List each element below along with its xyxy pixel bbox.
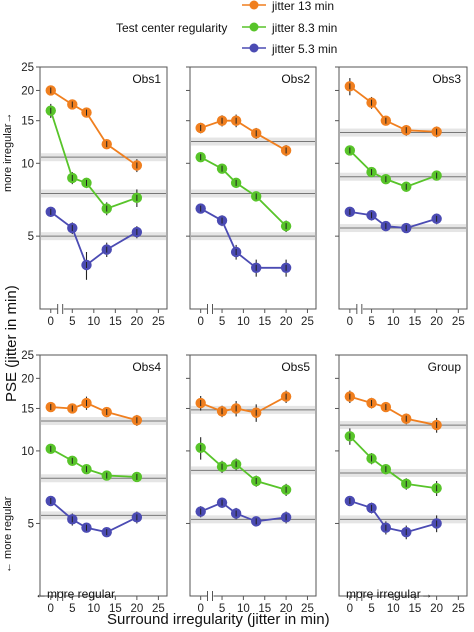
series-line-1 <box>349 435 437 490</box>
x-tick-label: 10 <box>237 316 250 328</box>
panel-title: Obs2 <box>281 72 310 86</box>
y-tick-label: 20 <box>21 85 34 97</box>
legend-marker-0 <box>249 0 259 10</box>
panel-obs4: Obs4 0 5 10 15 20 25 5 10 15 20 25 <box>21 350 168 615</box>
x-tick-label: 10 <box>237 603 250 615</box>
y-top-annotation: more irregular→ <box>2 112 14 192</box>
x-tick-label: 20 <box>280 603 293 615</box>
panel-frame <box>338 66 468 310</box>
x-tick-label: 20 <box>430 603 443 615</box>
series-line-0 <box>200 119 287 152</box>
x-tick-label: 5 <box>69 316 75 328</box>
legend-label-jitter-8-3: jitter 8.3 min <box>272 21 338 35</box>
legend-label-jitter-13: jitter 13 min <box>272 0 335 13</box>
x-tick-label: 5 <box>69 603 75 615</box>
legend-header: Test center regularity <box>116 21 228 35</box>
x-tick-label: 10 <box>87 316 100 328</box>
x-tick-label: 20 <box>130 316 143 328</box>
x-tick-label: 15 <box>258 603 271 615</box>
x-tick-label: 10 <box>387 316 400 328</box>
x-tick-label: 15 <box>258 316 271 328</box>
panel-group: Group 0 5 10 15 20 25 <box>335 354 468 615</box>
x-tick-label: 25 <box>301 316 314 328</box>
panel-title: Obs5 <box>281 360 310 374</box>
x-tick-label: 5 <box>368 603 374 615</box>
x-tick-label: 5 <box>219 316 225 328</box>
x-tick-label: 0 <box>197 603 203 615</box>
panel-frame <box>338 354 468 597</box>
panel-obs5: Obs5 0 5 10 15 20 25 <box>186 354 317 615</box>
y-tick-label: 5 <box>28 231 34 243</box>
axis-break-gap <box>356 305 363 313</box>
panel-title: Obs4 <box>132 360 161 374</box>
axis-break-gap <box>57 592 64 600</box>
panel-obs3: Obs3 0 5 10 15 20 25 <box>335 66 468 328</box>
x-tick-label: 0 <box>48 603 54 615</box>
axis-break-gap <box>57 305 64 313</box>
x-tick-label: 25 <box>301 603 314 615</box>
x-tick-label: 0 <box>347 316 353 328</box>
series-line-0 <box>349 395 437 426</box>
panel-obs2: Obs2 0 5 10 15 20 25 <box>186 66 317 328</box>
x-tick-label: 15 <box>109 603 122 615</box>
x-tick-label: 0 <box>48 316 54 328</box>
x-tick-label: 5 <box>219 603 225 615</box>
y-tick-label: 10 <box>21 158 34 170</box>
y-axis-label: PSE (jitter in min) <box>3 285 20 402</box>
x-tick-label: 20 <box>280 316 293 328</box>
series-line-1 <box>349 149 437 188</box>
x-tick-label: 15 <box>109 316 122 328</box>
axis-break-gap <box>356 592 363 600</box>
x-tick-label: 25 <box>452 603 465 615</box>
panel-frame <box>189 354 317 597</box>
y-tick-label: 25 <box>21 350 34 362</box>
panel-frame <box>189 66 317 310</box>
x-tick-label: 25 <box>452 316 465 328</box>
x-tick-label: 20 <box>430 316 443 328</box>
panel-title: Obs1 <box>132 72 161 86</box>
y-tick-label: 15 <box>21 116 34 128</box>
legend-marker-2 <box>249 43 259 53</box>
panel-title: Group <box>428 360 462 374</box>
y-tick-label: 10 <box>21 446 34 458</box>
x-tick-label: 25 <box>152 603 165 615</box>
axis-break-gap <box>207 305 214 313</box>
x-left-annotation: ←more regular <box>35 587 116 601</box>
x-tick-label: 10 <box>387 603 400 615</box>
x-axis-label: Surround irregularity (jitter in min) <box>107 611 330 628</box>
x-tick-label: 15 <box>409 316 422 328</box>
y-tick-label: 5 <box>28 518 34 530</box>
x-right-annotation: more irregular→ <box>346 587 433 601</box>
x-tick-label: 0 <box>197 316 203 328</box>
panel-title: Obs3 <box>432 72 461 86</box>
panel-frame <box>39 354 168 597</box>
panel-obs1: Obs1 0 5 10 15 20 25 5 10 15 20 25 <box>21 62 168 328</box>
y-tick-label: 20 <box>21 373 34 385</box>
series-line-1 <box>50 448 137 478</box>
panel-frame <box>39 66 168 310</box>
legend-label-jitter-5-3: jitter 5.3 min <box>272 42 338 56</box>
x-tick-label: 5 <box>368 316 374 328</box>
series-line-0 <box>349 85 437 133</box>
x-tick-label: 15 <box>409 603 422 615</box>
y-bottom-annotation: ← more regular <box>2 496 14 573</box>
y-tick-label: 25 <box>21 62 34 74</box>
x-tick-label: 0 <box>347 603 353 615</box>
x-tick-label: 20 <box>130 603 143 615</box>
x-tick-label: 10 <box>87 603 100 615</box>
x-tick-label: 25 <box>152 316 165 328</box>
y-tick-label: 15 <box>21 403 34 415</box>
axis-break-gap <box>207 592 214 600</box>
legend-marker-1 <box>249 22 259 32</box>
